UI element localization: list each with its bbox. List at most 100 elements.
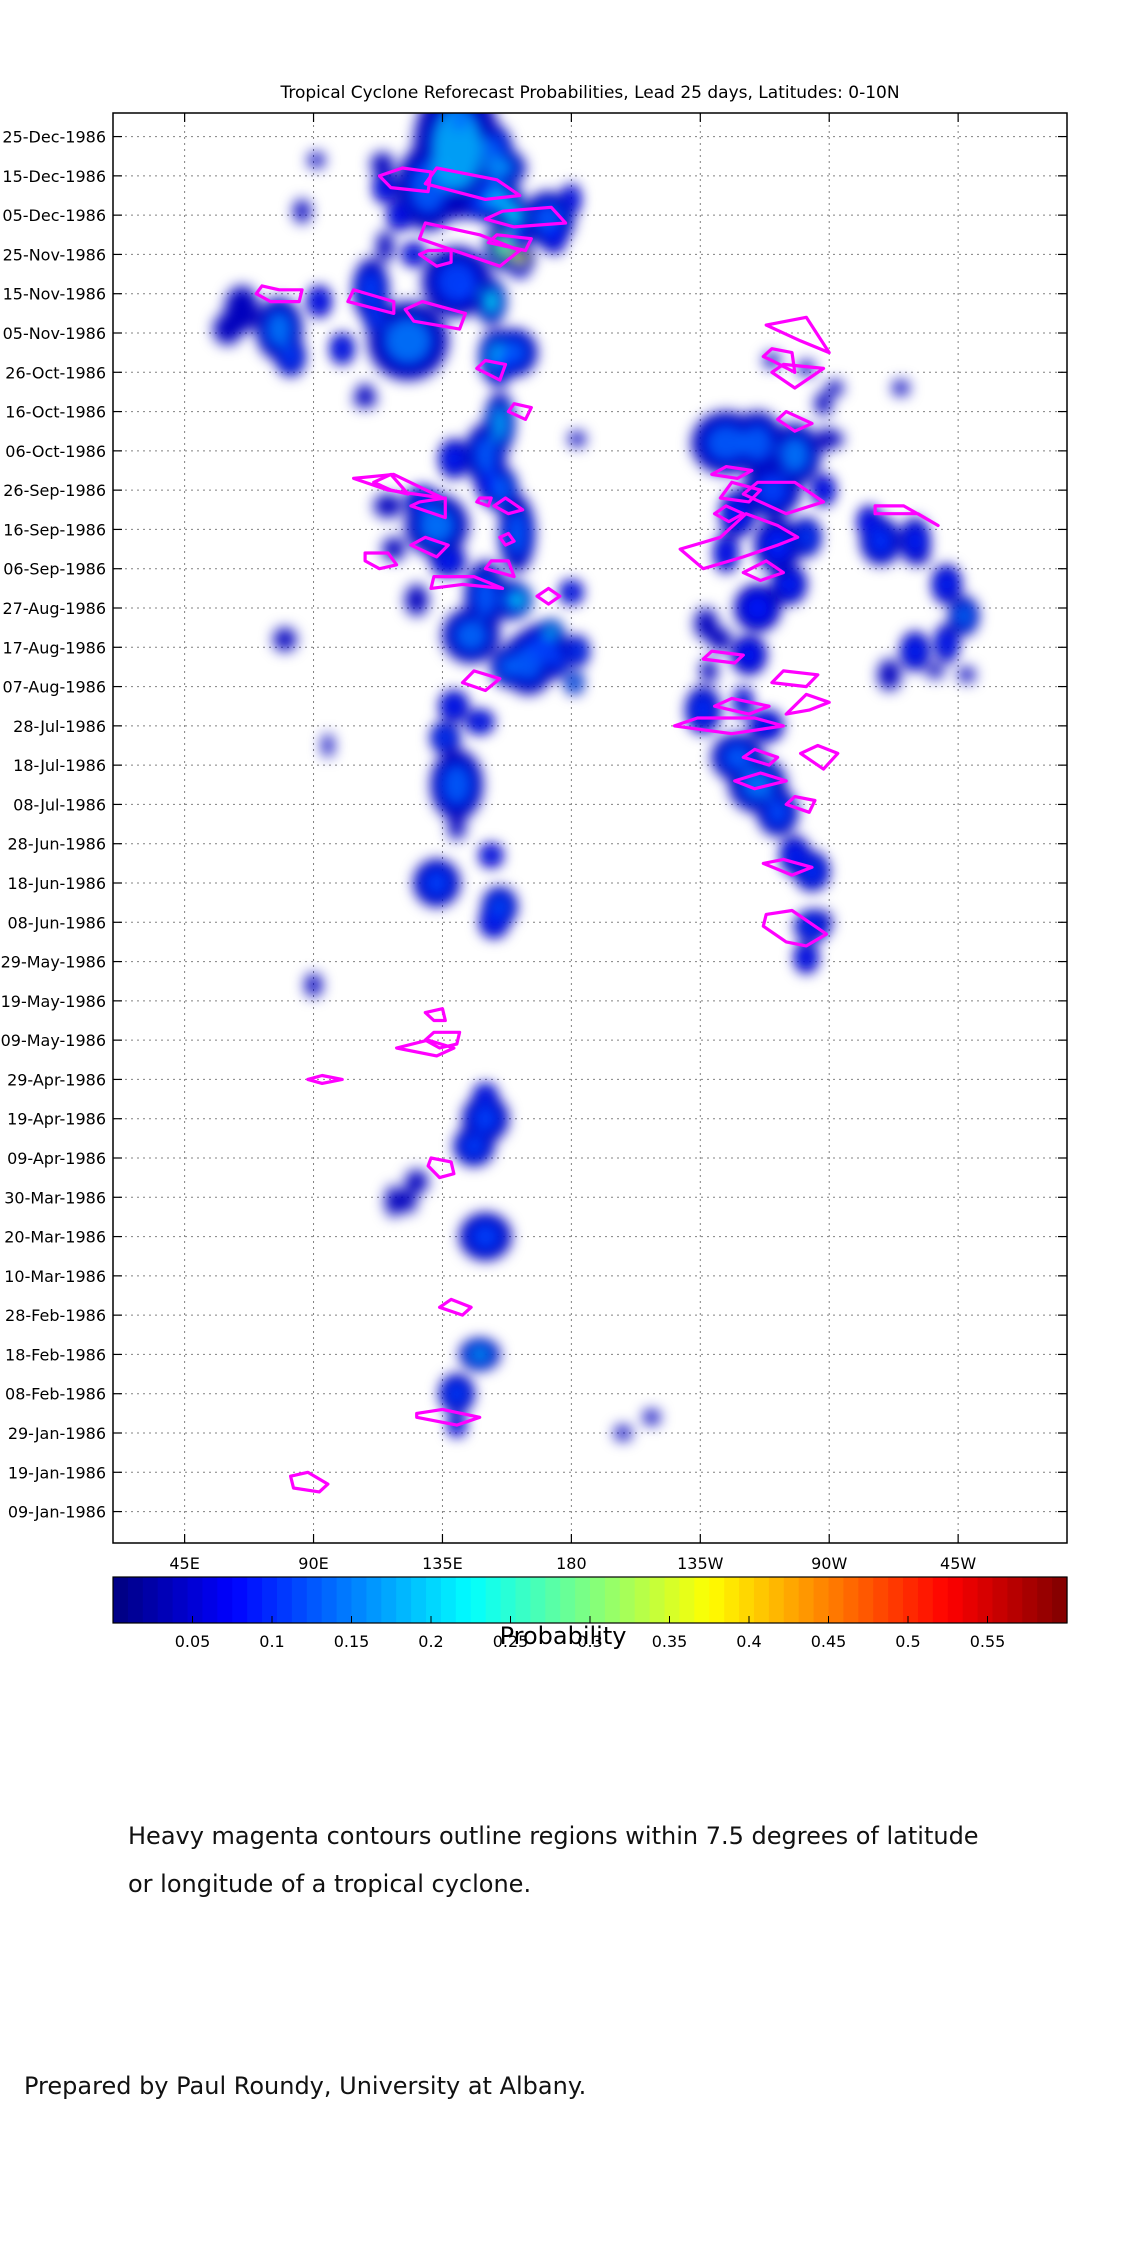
y-tick-label: 07-Aug-1986 bbox=[2, 678, 106, 697]
y-tick-label: 17-Aug-1986 bbox=[2, 638, 106, 657]
colorbar-tick-label: 0.45 bbox=[811, 1632, 847, 1651]
colorbar-swatch bbox=[709, 1577, 725, 1623]
plot-frame bbox=[112, 112, 1068, 1544]
y-tick-label: 08-Feb-1986 bbox=[5, 1385, 106, 1404]
colorbar-swatch bbox=[426, 1577, 442, 1623]
colorbar-swatch bbox=[113, 1577, 129, 1623]
probability-core bbox=[570, 641, 585, 661]
probability-blob bbox=[643, 1409, 661, 1426]
y-tick-label: 25-Nov-1986 bbox=[3, 245, 106, 264]
colorbar-swatch bbox=[813, 1577, 830, 1623]
colorbar-swatch bbox=[202, 1577, 218, 1623]
probability-core bbox=[456, 280, 475, 300]
probability-blob bbox=[708, 627, 732, 652]
cyclone-contour bbox=[363, 551, 399, 571]
probability-core bbox=[469, 1221, 502, 1252]
probability-core bbox=[564, 584, 579, 600]
probability-blob bbox=[273, 627, 297, 652]
probability-blob bbox=[694, 608, 718, 640]
colorbar-swatch bbox=[470, 1577, 487, 1623]
cyclone-contour bbox=[718, 480, 763, 504]
cyclone-contour bbox=[775, 410, 814, 433]
probability-core bbox=[478, 1087, 493, 1103]
y-tick-label: 06-Oct-1986 bbox=[5, 442, 106, 461]
probability-blob bbox=[399, 1189, 417, 1213]
colorbar-swatch bbox=[306, 1577, 323, 1623]
y-tick-label: 28-Feb-1986 bbox=[5, 1306, 106, 1325]
colorbar-swatch bbox=[575, 1577, 591, 1623]
colorbar-swatch bbox=[172, 1577, 189, 1623]
x-tick-label: 45E bbox=[169, 1554, 199, 1573]
colorbar-swatch bbox=[157, 1577, 174, 1623]
colorbar-swatch bbox=[411, 1577, 427, 1623]
colorbar-swatch bbox=[739, 1577, 755, 1623]
probability-core bbox=[440, 762, 473, 807]
probability-blob bbox=[370, 152, 394, 176]
probability-core bbox=[483, 155, 516, 181]
cyclone-contour bbox=[741, 480, 826, 516]
probability-core bbox=[765, 797, 791, 827]
colorbar-swatch bbox=[217, 1577, 233, 1623]
y-tick-label: 09-Jan-1986 bbox=[8, 1503, 106, 1522]
colorbar-swatch bbox=[396, 1577, 412, 1623]
cyclone-contour bbox=[486, 233, 533, 253]
probability-core bbox=[378, 177, 393, 198]
probability-blob bbox=[892, 380, 910, 396]
x-axis: 45E 90E 135E 180 135W 90W 45W bbox=[169, 113, 976, 1573]
probability-core bbox=[430, 113, 484, 193]
colorbar-swatch bbox=[873, 1577, 889, 1623]
cyclone-contour bbox=[761, 908, 829, 948]
y-tick-label: 18-Jun-1986 bbox=[7, 874, 106, 893]
cyclone-contour bbox=[492, 496, 525, 516]
colorbar-swatch bbox=[619, 1577, 636, 1623]
cyclone-contour bbox=[770, 362, 826, 390]
colorbar-swatch bbox=[232, 1577, 248, 1623]
probability-core bbox=[437, 551, 459, 571]
probability-core bbox=[490, 403, 509, 443]
cyclone-contour bbox=[429, 574, 505, 591]
cyclone-contour bbox=[409, 496, 447, 520]
probability-core bbox=[868, 526, 894, 556]
colorbar-swatch bbox=[649, 1577, 666, 1623]
probability-core bbox=[436, 727, 455, 748]
probability-core bbox=[471, 1104, 500, 1134]
colorbar-swatch bbox=[291, 1577, 308, 1623]
colorbar-swatch bbox=[515, 1577, 531, 1623]
cyclone-contour bbox=[784, 692, 831, 716]
y-tick-label: 28-Jun-1986 bbox=[7, 835, 106, 854]
cyclone-contour bbox=[377, 166, 433, 194]
probability-blob bbox=[614, 1425, 632, 1441]
y-tick-label: 29-Jan-1986 bbox=[8, 1424, 106, 1443]
grid-lines bbox=[113, 113, 1067, 1543]
probability-core bbox=[485, 187, 514, 212]
cyclone-contour bbox=[409, 535, 450, 559]
colorbar-swatch bbox=[858, 1577, 874, 1623]
colorbar-swatch bbox=[276, 1577, 293, 1623]
y-tick-label: 28-Jul-1986 bbox=[13, 717, 106, 736]
colorbar-swatch bbox=[1052, 1577, 1068, 1623]
colorbar-swatch bbox=[753, 1577, 770, 1623]
colorbar-swatch bbox=[1037, 1577, 1053, 1623]
y-tick-label: 20-Mar-1986 bbox=[4, 1228, 106, 1247]
probability-core bbox=[738, 642, 760, 668]
probability-core bbox=[472, 435, 498, 475]
colorbar-swatch bbox=[604, 1577, 621, 1623]
probability-core bbox=[954, 603, 973, 629]
x-tick-label: 135E bbox=[422, 1554, 463, 1573]
y-tick-label: 09-May-1986 bbox=[1, 1031, 106, 1050]
y-tick-label: 29-Apr-1986 bbox=[7, 1070, 106, 1089]
probability-core bbox=[435, 260, 479, 304]
colorbar-swatch bbox=[560, 1577, 576, 1623]
cyclone-contour bbox=[475, 358, 508, 382]
y-tick-label: 26-Oct-1986 bbox=[5, 363, 106, 382]
caption-line-1: Heavy magenta contours outline regions w… bbox=[128, 1822, 979, 1850]
colorbar-tick-label: 0.35 bbox=[652, 1632, 688, 1651]
cyclone-contour bbox=[712, 696, 771, 716]
cyclone-contour bbox=[712, 504, 745, 524]
probability-core bbox=[392, 205, 407, 225]
probability-blob bbox=[385, 1185, 403, 1217]
cyclone-contour bbox=[460, 669, 502, 693]
probability-core bbox=[568, 675, 580, 690]
cyclone-contour bbox=[306, 1073, 344, 1086]
